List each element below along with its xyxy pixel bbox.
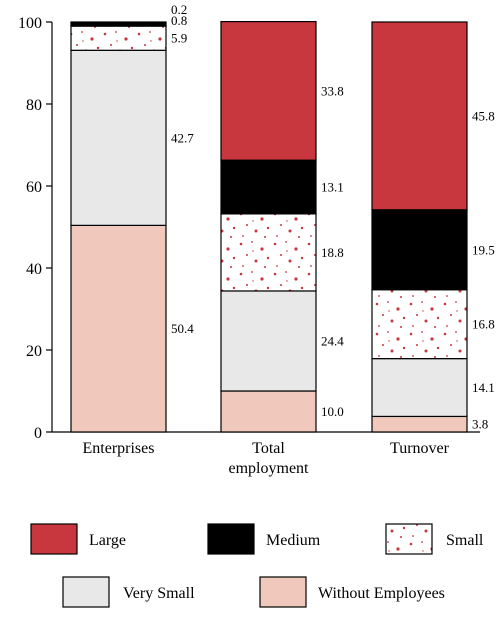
bars bbox=[70, 20, 468, 433]
value-labels: 50.4 42.7 5.9 0.80.2 10.0 24.4 18.8 13.1 33.8 3.8… bbox=[171, 2, 495, 432]
value-label-turnover-small: 16.8 bbox=[472, 317, 495, 332]
bar-enterprises-large bbox=[70, 21, 167, 24]
y-tick-label: 20 bbox=[26, 343, 42, 360]
legend-swatch-medium bbox=[207, 523, 255, 555]
y-tick-label: 80 bbox=[26, 97, 42, 114]
legend: Large Medium Small Very Small Without Employ… bbox=[30, 523, 484, 608]
legend-swatch-very-small bbox=[62, 576, 110, 608]
bar-enterprises-without-employees bbox=[70, 224, 167, 433]
value-label-enterprises-very-small: 42.7 bbox=[171, 130, 194, 145]
y-tick-label: 60 bbox=[26, 179, 42, 196]
category-label-enterprises: Enterprises bbox=[83, 440, 155, 457]
y-tick-label: 100 bbox=[18, 15, 42, 32]
bar-turnover-very-small bbox=[371, 358, 468, 418]
bar-enterprises-small bbox=[70, 25, 167, 51]
value-label-total-employment-medium: 13.1 bbox=[321, 180, 344, 195]
legend-label-very-small: Very Small bbox=[123, 585, 195, 602]
bar-enterprises-very-small bbox=[70, 49, 167, 226]
bar-turnover-large bbox=[371, 21, 468, 211]
value-label-total-employment-very-small: 24.4 bbox=[321, 333, 344, 348]
legend-label-small: Small bbox=[446, 532, 484, 549]
bar-turnover-small bbox=[371, 289, 468, 360]
value-label-total-employment-without-employees: 10.0 bbox=[321, 404, 344, 419]
y-tick-label: 0 bbox=[34, 425, 42, 442]
bar-total-employment-very-small bbox=[220, 290, 317, 392]
bar-turnover-medium bbox=[371, 209, 468, 291]
value-label-turnover-without-employees: 3.8 bbox=[472, 417, 488, 432]
value-label-enterprises-without-employees: 50.4 bbox=[171, 321, 194, 336]
value-label-enterprises-medium: 0.8 bbox=[171, 13, 187, 28]
legend-swatch-small bbox=[385, 523, 433, 555]
category-label-total-employment: Total employment bbox=[229, 440, 310, 477]
value-label-total-employment-large: 33.8 bbox=[321, 83, 344, 98]
bar-turnover-without-employees bbox=[371, 415, 468, 433]
legend-label-large: Large bbox=[89, 532, 126, 549]
value-label-turnover-medium: 19.5 bbox=[472, 242, 495, 257]
value-label-total-employment-small: 18.8 bbox=[321, 245, 344, 260]
legend-swatch-without-employees bbox=[259, 576, 307, 608]
value-label-enterprises-large: 0.2 bbox=[171, 2, 187, 17]
bar-total-employment-without-employees bbox=[220, 390, 317, 433]
legend-swatch-large bbox=[30, 523, 78, 555]
legend-label-medium: Medium bbox=[266, 532, 321, 549]
value-label-turnover-very-small: 14.1 bbox=[472, 380, 495, 395]
bar-total-employment-large bbox=[220, 20, 317, 161]
value-label-turnover-large: 45.8 bbox=[472, 108, 495, 123]
legend-label-without-employees: Without Employees bbox=[318, 585, 445, 602]
bar-total-employment-small bbox=[220, 213, 317, 292]
value-label-enterprises-small: 5.9 bbox=[171, 31, 187, 46]
y-tick-label: 40 bbox=[26, 261, 42, 278]
bar-total-employment-medium bbox=[220, 159, 317, 215]
category-label-turnover: Turnover bbox=[390, 440, 450, 457]
